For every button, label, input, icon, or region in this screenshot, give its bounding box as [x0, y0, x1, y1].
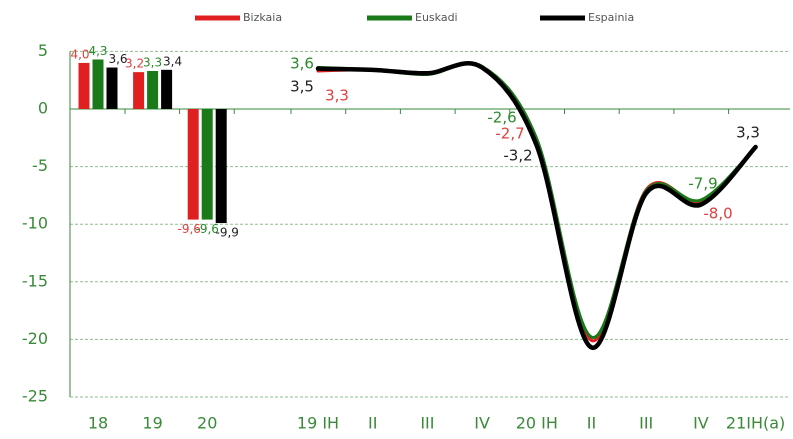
bar	[187, 109, 199, 220]
bar-value-label: -9,6	[177, 222, 200, 236]
bar-value-label: -9,9	[215, 226, 238, 240]
bar	[201, 109, 213, 220]
y-tick-label: 0	[38, 99, 48, 118]
line-value-label: -2,6	[487, 109, 516, 127]
line-value-label: 3,6	[290, 55, 314, 73]
line-value-label: 3,5	[290, 78, 314, 96]
line-value-label: -2,7	[495, 125, 524, 143]
y-tick-label: -25	[22, 387, 48, 406]
bar	[92, 59, 104, 109]
bar	[133, 72, 145, 109]
annotation: 3,3	[736, 124, 760, 142]
bar	[215, 109, 227, 224]
y-tick-label: -15	[22, 271, 48, 290]
legend-label: Espainia	[588, 11, 634, 24]
x-tick-label: 21IH(a)	[726, 414, 785, 433]
bar-value-label: 4,3	[88, 44, 107, 58]
x-tick-label: 20	[197, 414, 217, 433]
y-tick-label: -20	[22, 329, 48, 348]
x-tick-label: 19	[142, 414, 162, 433]
y-tick-label: -10	[22, 214, 48, 233]
line	[315, 61, 758, 350]
bar	[161, 69, 173, 109]
bar	[78, 62, 90, 109]
bar-value-label: 3,3	[143, 55, 162, 69]
bar-value-label: 4,0	[70, 47, 89, 61]
bar	[147, 70, 159, 109]
line-value-label: -8,0	[703, 205, 732, 223]
line-value-label: -3,2	[503, 147, 532, 165]
bar-value-label: -9,6	[195, 222, 218, 236]
x-tick-label: II	[368, 414, 377, 433]
bar-value-label: 3,6	[108, 52, 127, 66]
line-value-label: 3,3	[325, 87, 349, 105]
y-tick-label: -5	[32, 156, 48, 175]
legend-label: Bizkaia	[243, 11, 282, 24]
x-tick-label: 20 IH	[516, 414, 558, 433]
legend-label: Euskadi	[415, 11, 458, 24]
bar-value-label: 3,4	[163, 54, 182, 68]
bar	[106, 67, 118, 109]
x-tick-label: II	[587, 414, 596, 433]
x-tick-label: 18	[88, 414, 108, 433]
x-tick-label: 19 IH	[297, 414, 339, 433]
line-value-label: -7,9	[688, 175, 717, 193]
bar-value-label: 3,2	[125, 57, 144, 71]
x-tick-label: IV	[474, 414, 490, 433]
line	[316, 61, 758, 339]
x-tick-label: IV	[693, 414, 709, 433]
x-tick-label: III	[420, 414, 434, 433]
y-tick-label: 5	[38, 41, 48, 60]
x-tick-label: III	[639, 414, 653, 433]
